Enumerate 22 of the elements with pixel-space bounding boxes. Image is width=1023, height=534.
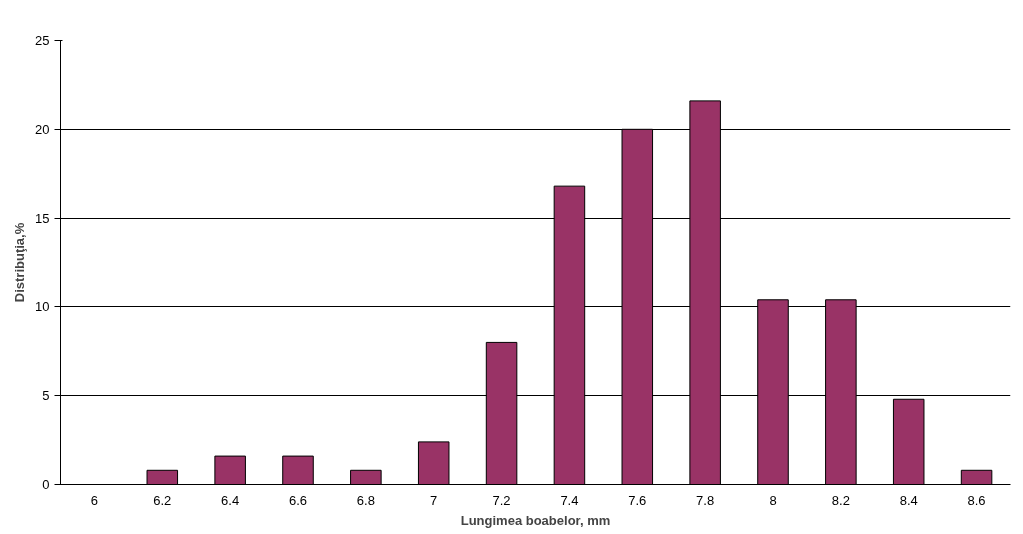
- x-tick-label: 8.4: [899, 492, 918, 508]
- x-tick-label: 7.6: [628, 492, 647, 508]
- x-tick-label: 7.8: [696, 492, 715, 508]
- x-tick-label: 8.2: [831, 492, 850, 508]
- y-axis-title: Distribuţia,%: [12, 222, 28, 303]
- x-tick-label: 8: [769, 492, 777, 508]
- x-tick-label: 6.2: [153, 492, 172, 508]
- y-tick-label: 15: [35, 210, 50, 226]
- x-tick-label: 7: [430, 492, 438, 508]
- y-tick-label: 0: [42, 477, 50, 492]
- y-tick-label: 5: [42, 388, 50, 404]
- x-tick-label: 6.8: [356, 492, 375, 508]
- x-tick-label: 6.4: [221, 492, 240, 508]
- x-tick-label: 8.6: [967, 492, 986, 508]
- y-tick-label: 25: [35, 33, 50, 48]
- y-tick-label: 10: [35, 299, 50, 315]
- x-tick-label: 6: [90, 492, 99, 508]
- x-tick-label: 7.4: [560, 492, 579, 508]
- x-tick-label: 6.6: [288, 492, 308, 508]
- y-tick-label: 20: [35, 121, 50, 137]
- x-tick-label: 7.2: [492, 492, 511, 508]
- x-axis-title: Lungimea boabelor, mm: [460, 512, 611, 528]
